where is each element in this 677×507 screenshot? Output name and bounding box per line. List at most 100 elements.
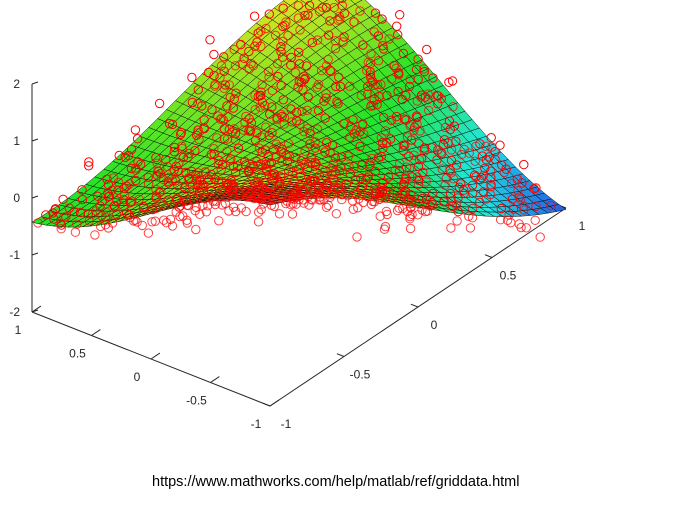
scatter-marker xyxy=(375,211,385,221)
scatter-marker xyxy=(279,112,290,123)
scatter-marker xyxy=(267,85,278,96)
scatter-marker xyxy=(313,79,324,90)
scatter-marker xyxy=(191,224,201,235)
scatter-marker xyxy=(531,201,541,212)
scatter-marker xyxy=(338,37,348,47)
scatter-marker xyxy=(358,40,368,50)
scatter-marker xyxy=(412,119,422,130)
scatter-marker xyxy=(445,188,456,199)
scatter-marker xyxy=(239,53,249,63)
scatter-marker xyxy=(373,56,384,66)
scatter-marker xyxy=(169,165,179,175)
scatter-marker xyxy=(214,155,224,166)
scatter-marker xyxy=(206,149,217,160)
scatter-marker xyxy=(169,147,180,157)
scatter-marker xyxy=(421,177,431,187)
scatter-marker xyxy=(300,146,310,156)
scatter-marker xyxy=(468,188,478,199)
scatter-marker xyxy=(278,36,288,47)
scatter-marker xyxy=(484,152,494,162)
scatter-marker xyxy=(470,156,480,167)
scatter-marker xyxy=(337,189,347,199)
scatter-marker xyxy=(300,10,310,21)
scatter-marker xyxy=(219,124,230,134)
scatter-marker xyxy=(365,58,376,69)
scatter-marker xyxy=(265,109,275,119)
scatter-marker xyxy=(246,161,256,172)
scatter-marker xyxy=(223,111,233,122)
scatter-marker xyxy=(380,187,391,197)
surface-plot: -1 -0.5 0 0.5 1 -1 -0.5 0 0.5 1 -2 -1 0 1 2 xyxy=(9,0,586,431)
scatter-marker xyxy=(325,16,335,26)
scatter-marker xyxy=(295,25,305,35)
scatter-marker xyxy=(356,173,366,184)
scatter-marker xyxy=(423,94,433,105)
scatter-marker xyxy=(111,209,122,220)
scatter-marker xyxy=(362,173,373,183)
scatter-marker xyxy=(183,152,193,163)
scatter-marker xyxy=(414,155,425,165)
scatter-marker xyxy=(514,192,524,202)
scatter-marker xyxy=(33,218,43,228)
scatter-marker xyxy=(305,128,315,139)
scatter-marker xyxy=(334,11,345,22)
scatter-marker xyxy=(107,218,118,228)
scatter-marker xyxy=(121,181,132,191)
scatter-marker xyxy=(293,13,303,23)
scatter-marker xyxy=(270,30,281,41)
scatter-marker xyxy=(397,189,407,200)
scatter-marker xyxy=(341,179,352,189)
scatter-marker xyxy=(151,193,161,203)
scatter-marker xyxy=(41,210,51,220)
scatter-marker xyxy=(130,215,140,225)
scatter-marker xyxy=(254,207,264,217)
scatter-marker xyxy=(508,204,519,214)
scatter-marker xyxy=(376,133,386,143)
scatter-marker xyxy=(118,195,129,205)
scatter-marker xyxy=(255,159,266,169)
scatter-marker xyxy=(250,135,261,146)
scatter-marker xyxy=(209,70,219,81)
scatter-marker xyxy=(244,46,254,57)
scatter-marker xyxy=(230,61,241,71)
scatter-marker xyxy=(319,96,329,106)
scatter-marker xyxy=(223,179,233,190)
scatter-marker xyxy=(339,118,349,129)
scatter-marker xyxy=(205,35,215,45)
scatter-marker xyxy=(393,86,403,97)
scatter-marker xyxy=(470,170,480,180)
scatter-marker xyxy=(208,196,218,207)
scatter-marker xyxy=(170,142,180,153)
scatter-marker xyxy=(384,34,394,44)
scatter-marker xyxy=(333,99,343,109)
y-tick-mark xyxy=(150,352,161,360)
scatter-marker xyxy=(446,155,457,166)
scatter-marker xyxy=(112,196,122,206)
scatter-marker xyxy=(370,8,381,18)
scatter-marker xyxy=(209,81,220,91)
scatter-marker xyxy=(161,218,172,228)
scatter-marker xyxy=(310,157,320,168)
scatter-marker xyxy=(266,158,277,168)
y-tick-label: 0 xyxy=(134,370,141,384)
scatter-marker xyxy=(354,194,364,204)
scatter-marker xyxy=(395,10,405,20)
scatter-marker xyxy=(296,156,306,166)
scatter-marker xyxy=(164,172,174,183)
scatter-marker xyxy=(286,104,296,114)
scatter-marker xyxy=(209,149,219,159)
scatter-marker xyxy=(84,161,94,171)
scatter-marker xyxy=(366,72,376,83)
scatter-marker xyxy=(378,44,389,54)
scatter-marker xyxy=(392,21,402,31)
scatter-marker xyxy=(420,92,431,102)
scatter-marker xyxy=(486,172,496,183)
scatter-marker xyxy=(209,49,219,60)
source-url[interactable]: https://www.mathworks.com/help/matlab/re… xyxy=(152,474,520,490)
scatter-marker xyxy=(327,140,338,151)
scatter-marker xyxy=(293,82,303,92)
scatter-marker xyxy=(153,166,163,176)
scatter-marker xyxy=(359,129,369,139)
y-tick-label: 1 xyxy=(15,323,22,337)
scatter-marker xyxy=(87,209,98,219)
